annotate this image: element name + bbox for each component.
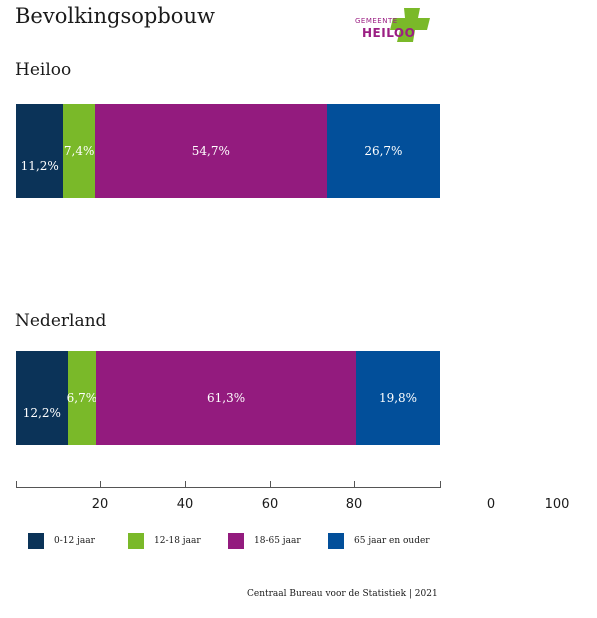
x-tick-mark-3 [270,481,271,488]
legend-label-0-12: 0-12 jaar [54,536,95,546]
x-tick-mark-0 [16,481,17,488]
legend-label-18-65: 18-65 jaar [254,536,301,546]
chart-title: Bevolkingsopbouw [15,4,215,28]
x-axis-line [16,487,440,488]
legend-item-18-65: 18-65 jaar [228,533,328,549]
data-label-nederland-18-65: 61,3% [207,391,246,405]
logo-text-heiloo: HEILOO [362,26,416,40]
x-tick-label-40: 40 [176,497,194,512]
source-note: Centraal Bureau voor de Statistiek | 202… [247,589,438,599]
x-tick-label-20: 20 [91,497,109,512]
panel-title-heiloo: Heiloo [15,60,72,80]
data-label-heiloo-65-plus: 26,7% [364,144,403,158]
logo-text-gemeente: GEMEENTE [355,17,398,25]
x-tick-label-100: 100 [544,497,570,512]
data-label-nederland-0-12: 12,2% [22,406,61,420]
bar-segment-nederland-0-12: 12,2% [16,351,68,445]
legend-swatch-12-18 [128,533,144,549]
bar-segment-nederland-18-65: 61,3% [96,351,357,445]
data-label-nederland-65-plus: 19,8% [378,391,418,405]
data-label-heiloo-12-18: 7,4% [63,144,95,158]
x-tick-mark-1 [100,481,101,488]
stacked-bar-nederland: 12,2% 6,7% 61,3% 19,8% [16,351,440,445]
bar-segment-nederland-65-plus: 19,8% [356,351,440,445]
legend-swatch-0-12 [28,533,44,549]
legend-item-12-18: 12-18 jaar [128,533,228,549]
stacked-bar-heiloo: 11,2% 7,4% 54,7% 26,7% [16,104,440,198]
legend-label-12-18: 12-18 jaar [154,536,201,546]
x-tick-mark-2 [185,481,186,488]
gemeente-heiloo-logo: GEMEENTE HEILOO [350,8,435,44]
x-tick-label-0: 0 [486,497,496,512]
legend-item-0-12: 0-12 jaar [28,533,128,549]
legend-item-65-plus: 65 jaar en ouder [328,533,430,549]
data-label-heiloo-0-12: 11,2% [20,159,59,173]
x-tick-label-60: 60 [261,497,279,512]
panel-title-nederland: Nederland [15,311,107,331]
bar-segment-heiloo-18-65: 54,7% [94,104,327,198]
data-label-nederland-12-18: 6,7% [66,391,98,405]
x-tick-mark-4 [354,481,355,488]
legend: 0-12 jaar 12-18 jaar 18-65 jaar 65 jaar … [28,533,430,549]
bar-segment-heiloo-65-plus: 26,7% [326,104,440,198]
x-tick-label-80: 80 [345,497,363,512]
data-label-heiloo-18-65: 54,7% [191,144,230,158]
bar-segment-heiloo-12-18: 7,4% [63,104,95,198]
legend-swatch-65-plus [328,533,344,549]
bar-segment-nederland-12-18: 6,7% [66,351,98,445]
logo-cross-icon [390,8,430,42]
x-tick-mark-5 [440,481,441,488]
legend-label-65-plus: 65 jaar en ouder [354,536,430,546]
legend-swatch-18-65 [228,533,244,549]
bar-segment-heiloo-0-12: 11,2% [16,104,64,198]
